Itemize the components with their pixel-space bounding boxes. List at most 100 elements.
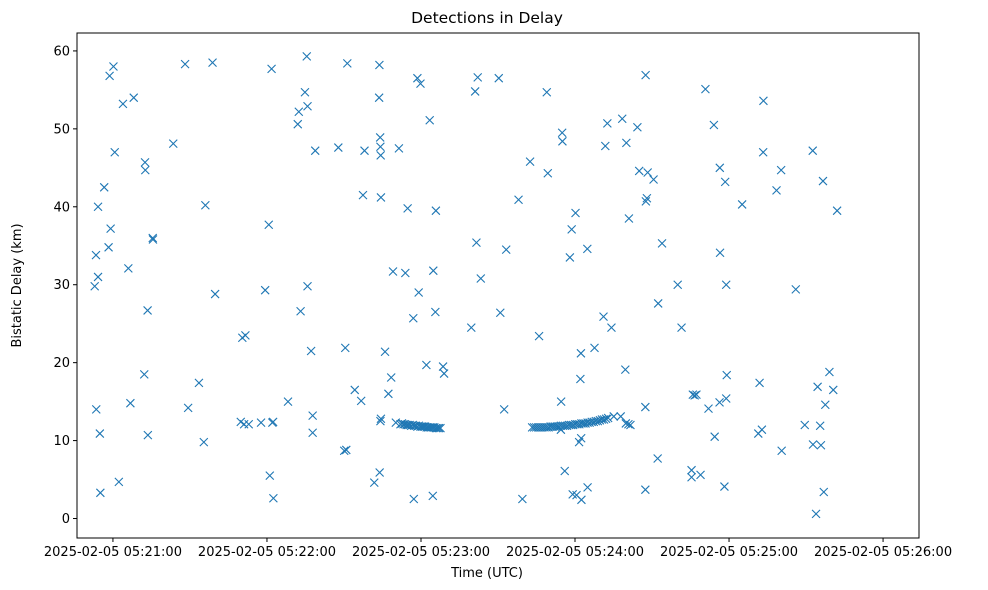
data-point-stroke [818, 176, 828, 186]
data-point-stroke [525, 157, 535, 166]
data-point-stroke [609, 412, 619, 421]
data-point-stroke [641, 70, 650, 80]
data-point [342, 59, 352, 68]
data-point-stroke [380, 347, 390, 357]
data-point [308, 411, 318, 421]
data-point [376, 414, 386, 424]
data-point-stroke [692, 390, 701, 399]
data-point-stroke [540, 422, 549, 432]
data-point [722, 370, 732, 380]
data-point [720, 482, 729, 491]
data-point-stroke [582, 244, 592, 254]
data-point-stroke [542, 87, 552, 97]
data-point [118, 99, 128, 109]
data-point-stroke [715, 248, 725, 258]
data-point-stroke [576, 348, 586, 358]
y-tick-label: 20 [53, 356, 70, 371]
data-point-stroke [704, 404, 713, 414]
data-point [265, 471, 275, 481]
data-point-stroke [91, 405, 101, 414]
data-point-stroke [620, 365, 630, 375]
data-point-stroke [720, 482, 729, 491]
data-point [633, 122, 642, 132]
data-point [819, 487, 829, 497]
data-point [376, 416, 385, 426]
data-point [91, 405, 101, 414]
data-point-stroke [105, 71, 114, 81]
data-point-stroke [306, 346, 316, 356]
data-point [472, 238, 481, 248]
data-point [772, 186, 781, 195]
data-point-stroke [374, 93, 384, 103]
data-point [535, 422, 545, 432]
data-point-stroke [383, 389, 393, 399]
data-point [571, 208, 580, 218]
data-point-stroke [428, 491, 438, 501]
data-point-stroke [709, 120, 719, 130]
data-point-stroke [302, 51, 312, 61]
data-point [244, 419, 254, 429]
data-point-stroke [421, 360, 431, 370]
data-point-stroke [143, 306, 152, 315]
data-point [408, 313, 418, 323]
data-point [114, 477, 124, 487]
data-point-stroke [342, 59, 352, 68]
data-point-stroke [825, 367, 834, 377]
data-point-stroke [499, 405, 509, 414]
data-point [302, 51, 312, 61]
data-point [517, 494, 527, 504]
data-point [715, 248, 725, 258]
data-point-stroke [99, 182, 109, 192]
data-point-stroke [643, 168, 653, 177]
data-point [710, 432, 720, 442]
data-point-stroke [568, 489, 578, 499]
data-point [360, 146, 369, 156]
data-point [583, 482, 592, 492]
data-point [499, 405, 509, 414]
data-point-stroke [360, 146, 369, 156]
data-point [820, 400, 830, 410]
data-point-stroke [673, 280, 683, 290]
data-point-stroke [376, 150, 386, 160]
data-point-stroke [556, 421, 566, 431]
data-point-stroke [546, 422, 556, 431]
data-point [525, 157, 535, 166]
data-point [818, 176, 828, 186]
data-point [376, 193, 386, 202]
data-point [590, 343, 599, 353]
data-point-stroke [657, 239, 667, 248]
data-point [621, 138, 631, 148]
data-point [600, 141, 610, 151]
data-point-stroke [110, 147, 120, 157]
data-point-stroke [494, 73, 504, 83]
data-point [439, 369, 449, 378]
data-point-stroke [517, 494, 527, 504]
data-point [394, 143, 404, 153]
data-point [832, 206, 842, 216]
data-point [436, 423, 445, 433]
data-point [642, 193, 652, 203]
data-point [501, 245, 511, 255]
data-point-stroke [590, 343, 599, 353]
data-point-stroke [565, 253, 575, 262]
data-point-stroke [624, 214, 634, 223]
data-point [567, 224, 577, 234]
data-point [560, 466, 570, 476]
data-point [673, 280, 683, 290]
data-point [140, 165, 150, 175]
data-point-stroke [558, 421, 568, 431]
data-point [358, 190, 368, 200]
data-point-stroke [375, 133, 385, 142]
data-point [409, 494, 419, 504]
data-point [386, 373, 396, 382]
data-point [294, 107, 304, 117]
data-point-stroke [208, 58, 217, 68]
data-point [283, 397, 293, 407]
data-point [721, 394, 731, 403]
data-point-stroke [529, 422, 539, 432]
data-point [139, 369, 149, 379]
data-point-stroke [308, 428, 318, 438]
x-tick-label: 2025-02-05 05:21:00 [44, 545, 182, 560]
data-point [143, 430, 153, 440]
